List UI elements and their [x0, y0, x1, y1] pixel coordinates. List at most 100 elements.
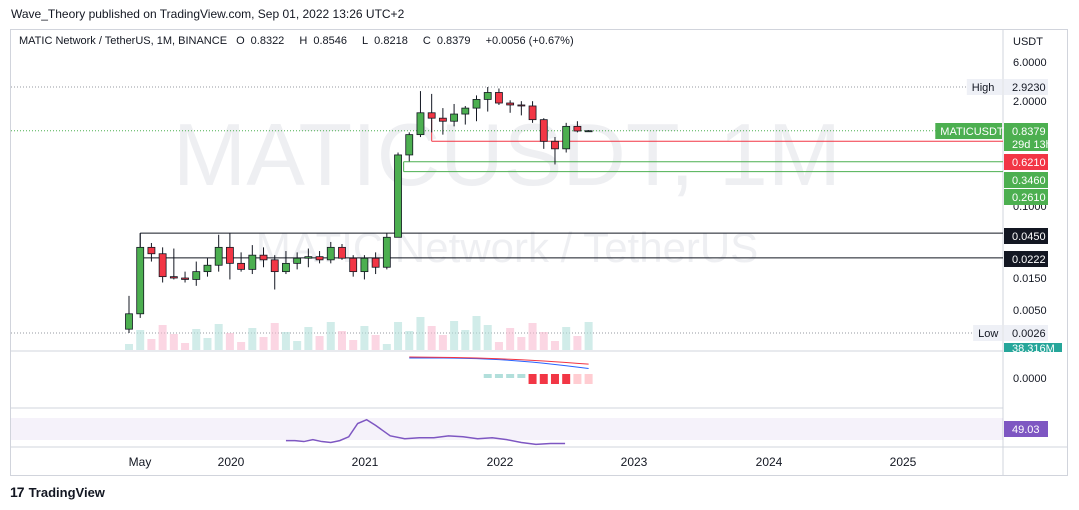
legend-high-label: H [299, 35, 308, 47]
candle-body [528, 105, 537, 121]
price-label-value: 0.6210 [1012, 157, 1046, 169]
candle-body [584, 130, 593, 133]
macd-histogram-bar [539, 374, 548, 384]
candle-body [304, 256, 313, 259]
candle-body [483, 92, 492, 100]
candle-body [360, 257, 369, 273]
candle-body [562, 125, 571, 150]
x-tick-label: May [129, 455, 152, 469]
price-label-value: 0.3460 [1012, 175, 1046, 187]
tradingview-logo-icon: 17 [10, 484, 25, 500]
volume-bar [214, 324, 223, 350]
macd-histogram-bar [517, 374, 526, 378]
macd-histogram-bar [550, 374, 559, 384]
legend-open-value: 0.8322 [250, 35, 285, 47]
price-tag-label: Low [978, 328, 998, 340]
candle-body [169, 276, 178, 279]
candle-body [192, 271, 201, 280]
volume-bar [147, 339, 156, 350]
volume-bar [326, 322, 335, 350]
price-tag-box [973, 325, 1002, 341]
watermark-symbol: MATICUSDT, 1M [173, 105, 841, 204]
x-tick-label: 2022 [487, 455, 514, 469]
candle-body [293, 257, 302, 264]
macd-histogram-bar [584, 374, 593, 384]
currency-label: USDT [1013, 36, 1043, 48]
candle-body [450, 113, 458, 122]
price-label-value: 0.0450 [1012, 231, 1046, 243]
candle-body [438, 117, 447, 122]
volume-bar [270, 323, 279, 350]
volume-bar [169, 334, 178, 350]
x-tick-label: 2020 [218, 455, 245, 469]
volume-bar [483, 325, 492, 350]
rsi-band [11, 418, 1003, 440]
legend-close-value: 0.8379 [436, 35, 471, 47]
candle-body [259, 254, 268, 261]
volume-label: 38.316M [1012, 343, 1055, 355]
tradingview-logo[interactable]: 17 TradingView [10, 484, 105, 500]
volume-bar [259, 337, 268, 350]
price-label-value: 0.2610 [1012, 192, 1046, 204]
legend-low-value: 0.8218 [374, 35, 408, 47]
y-tick-label: 0.0050 [1013, 305, 1047, 317]
volume-bar [125, 344, 133, 350]
candle-body [270, 259, 279, 273]
candle-body [125, 313, 133, 330]
volume-bar [427, 326, 436, 350]
volume-bar [528, 323, 537, 350]
price-label-value: 0.8379 [1012, 126, 1046, 138]
x-tick-label: 2021 [352, 455, 379, 469]
rsi-label-box [1004, 421, 1048, 437]
candle-body [416, 112, 425, 136]
candle-body [181, 277, 189, 280]
y-tick-label: 0.0000 [1013, 373, 1047, 385]
candle-body [506, 102, 515, 106]
candle-body [573, 125, 582, 132]
volume-bar [237, 342, 246, 350]
volume-bar [371, 335, 380, 350]
volume-bar [506, 328, 515, 350]
price-label-box [1004, 172, 1048, 188]
price-label-box [1004, 154, 1048, 170]
volume-bar [573, 336, 582, 350]
price-label-box [1004, 251, 1048, 267]
candle-body [136, 246, 145, 315]
y-tick-label: 2.0000 [1013, 96, 1047, 108]
volume-bar [248, 328, 257, 350]
legend-open-label: O [236, 35, 245, 47]
chart-frame[interactable] [10, 29, 1068, 476]
volume-bar [438, 335, 447, 350]
y-tick-label: 6.0000 [1013, 57, 1047, 69]
volume-bar [360, 326, 369, 350]
volume-bar [293, 341, 302, 350]
candle-body [338, 246, 346, 259]
y-tick-label: 0.0150 [1013, 273, 1047, 285]
volume-bar [349, 340, 358, 350]
candle-body [203, 264, 212, 273]
volume-bar [192, 329, 201, 350]
macd-histogram-bar [506, 374, 515, 378]
volume-bar [450, 321, 459, 350]
volume-bar [158, 325, 167, 350]
rsi-line [285, 418, 566, 446]
legend-close-label: C [422, 35, 431, 47]
volume-bar [304, 327, 313, 350]
price-tag-box [966, 79, 1002, 95]
volume-bar [203, 338, 212, 350]
candle-body [237, 262, 246, 270]
volume-bar [181, 343, 190, 350]
macd-line [409, 357, 589, 370]
price-tag-label: High [972, 82, 995, 94]
macd-signal-line [409, 356, 589, 365]
candle-body [371, 257, 380, 268]
legend-low-label: L [362, 35, 369, 47]
price-label-value: 0.0222 [1012, 254, 1046, 266]
candle-body [517, 104, 526, 107]
volume-bar [281, 332, 290, 350]
price-label-value: 2.9230 [1012, 82, 1046, 94]
volume-bar [472, 316, 481, 350]
price-label-countdown: 29d 13h [1012, 139, 1052, 151]
candle-body [472, 99, 481, 109]
